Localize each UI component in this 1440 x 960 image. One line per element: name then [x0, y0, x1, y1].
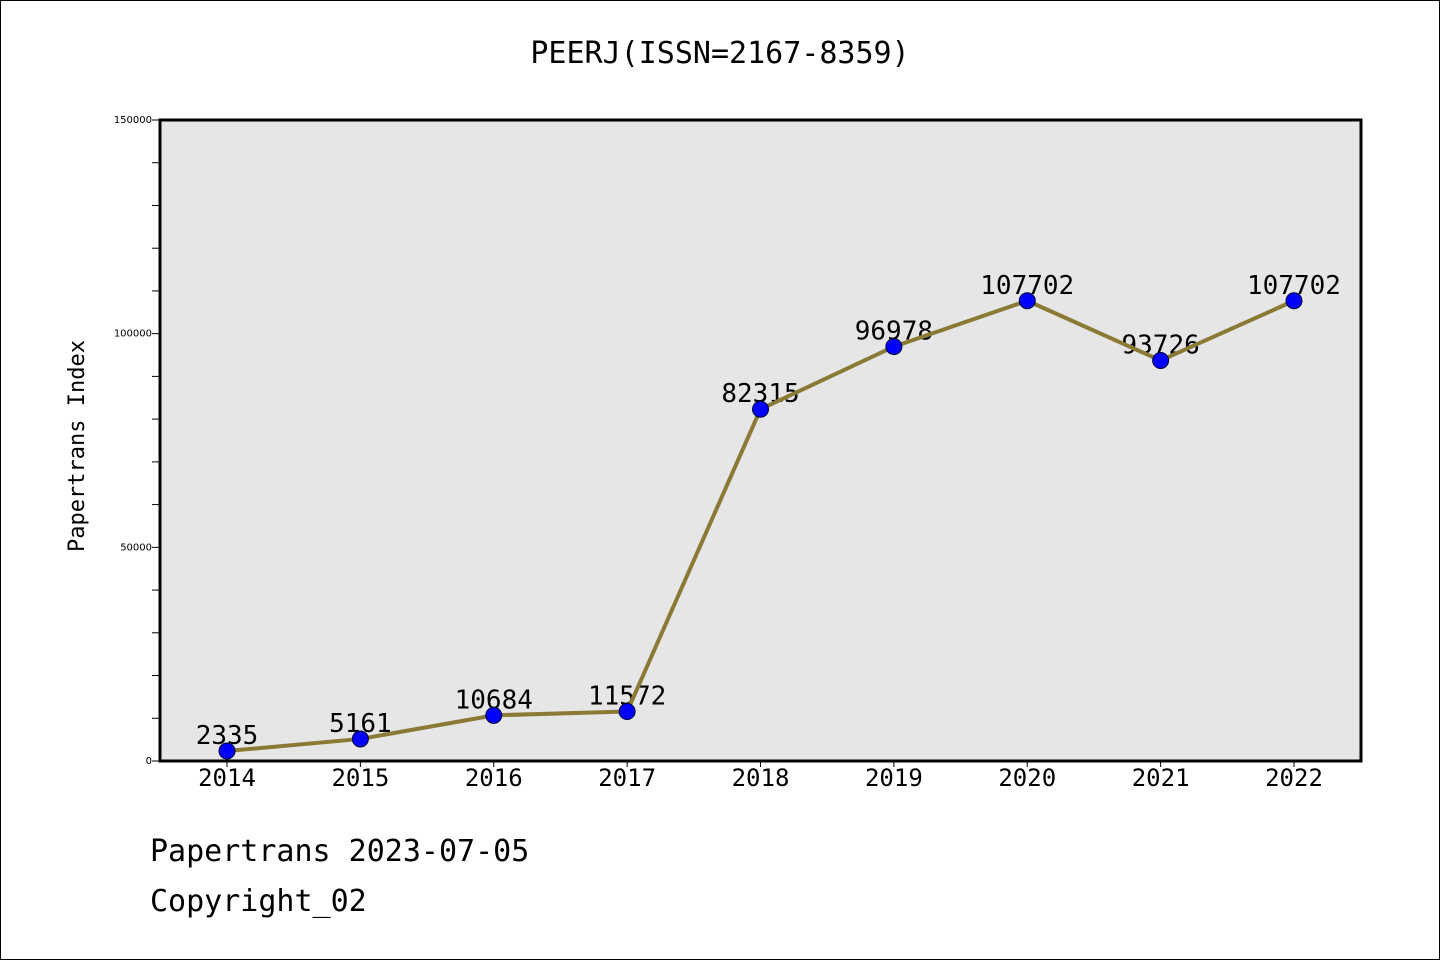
- data-point: [885, 338, 903, 356]
- footer-source: Papertrans 2023-07-05: [150, 834, 530, 869]
- data-point: [1018, 292, 1036, 310]
- data-point: [218, 742, 236, 760]
- x-tick-label: 2021: [1132, 764, 1190, 792]
- x-tick-label: 2015: [331, 764, 389, 792]
- data-point: [1285, 292, 1303, 310]
- data-point: [1152, 351, 1170, 369]
- data-point: [351, 730, 369, 748]
- chart-title: PEERJ(ISSN=2167-8359): [530, 36, 910, 71]
- x-tick-label: 2022: [1265, 764, 1323, 792]
- y-axis-label: Papertrans Index: [65, 340, 90, 552]
- series: [218, 292, 1303, 760]
- footer-copyright: Copyright_02: [150, 884, 367, 919]
- y-tick-label: 0: [146, 756, 152, 767]
- y-tick-label: 100000: [114, 329, 152, 340]
- data-point: [618, 703, 636, 721]
- x-tick-label: 2019: [865, 764, 923, 792]
- y-axis: 0 50000 100000 150000: [114, 115, 160, 767]
- plot-area: [158, 118, 1363, 763]
- y-tick-label: 150000: [114, 115, 152, 126]
- data-point: [752, 400, 769, 418]
- y-tick-label: 50000: [120, 542, 152, 553]
- x-tick-label: 2016: [465, 764, 523, 792]
- x-tick-label: 2014: [198, 764, 256, 792]
- x-tick-label: 2020: [998, 764, 1056, 792]
- x-tick-label: 2018: [732, 764, 790, 792]
- x-axis: 2014 2015 2016 2017 2018 2019 2020 2021 2022: [198, 761, 1323, 792]
- x-tick-label: 2017: [598, 764, 656, 792]
- data-point: [485, 706, 503, 724]
